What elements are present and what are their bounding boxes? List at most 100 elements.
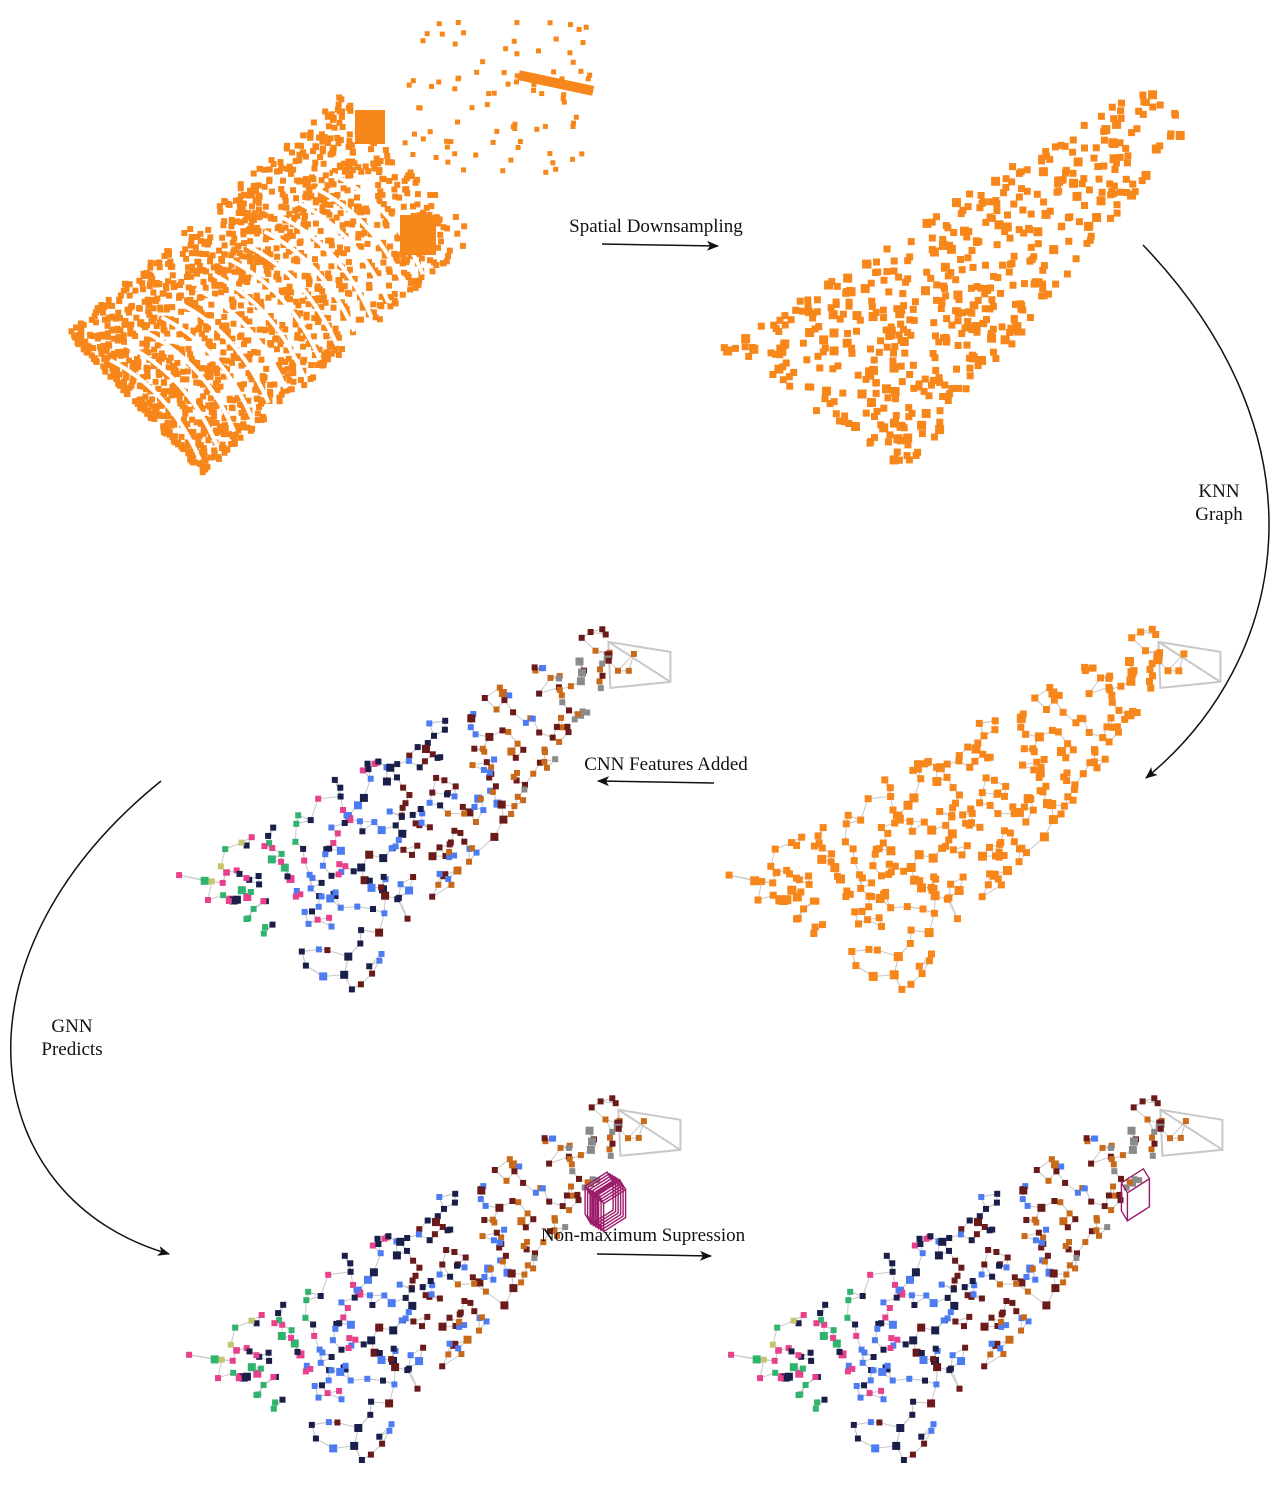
graph-node (920, 818, 928, 826)
graph-node (906, 817, 914, 825)
sampled-point (1002, 183, 1010, 191)
scan-object (400, 215, 436, 255)
graph-node (986, 753, 994, 761)
scan-point (215, 282, 222, 289)
graph-node (869, 862, 877, 870)
scan-point (410, 152, 416, 157)
scan-point (188, 452, 195, 458)
graph-node (331, 776, 338, 783)
graph-node (540, 665, 547, 671)
sampled-point (929, 376, 937, 384)
graph-edge (398, 897, 408, 919)
sampled-point (1061, 142, 1069, 150)
scan-point (338, 286, 345, 293)
graph-node (237, 886, 246, 895)
scan-point (189, 457, 196, 464)
scan-point (152, 378, 159, 385)
scan-point (107, 373, 114, 380)
scan-point (378, 293, 385, 300)
scan-point (176, 396, 183, 403)
graph-node (1010, 810, 1018, 818)
scan-point (170, 387, 177, 394)
knn-graph-panel (725, 625, 1222, 993)
graph-node (1060, 773, 1068, 781)
scan-point (234, 218, 241, 225)
graph-node (615, 667, 621, 674)
sampled-point (955, 384, 963, 392)
scan-point (229, 335, 236, 342)
graph-node (451, 852, 458, 859)
scan-point (203, 365, 210, 372)
graph-node (514, 793, 521, 800)
scan-point (514, 73, 520, 79)
graph-node (404, 915, 411, 922)
scan-point (312, 143, 319, 150)
scan-point (341, 303, 348, 310)
sampled-point (827, 304, 835, 312)
scan-point (189, 263, 196, 270)
scan-point (418, 274, 425, 281)
graph-node (501, 697, 508, 704)
scan-point (344, 274, 351, 281)
graph-node (1175, 667, 1183, 675)
graph-node (279, 1321, 286, 1328)
scan-point (301, 217, 308, 224)
scan-point (414, 201, 421, 208)
scan-point (221, 251, 228, 258)
scan-point (320, 294, 327, 301)
graph-node (811, 923, 819, 931)
graph-node (467, 714, 476, 723)
graph-node (630, 650, 637, 657)
scan-point (282, 287, 289, 293)
sampled-point (1151, 144, 1161, 154)
scan-point (219, 441, 226, 448)
scan-point (154, 295, 161, 302)
scan-point (138, 405, 145, 412)
graph-node (350, 868, 357, 875)
scan-point (303, 190, 310, 197)
scan-point (283, 274, 290, 281)
graph-node (1048, 726, 1056, 734)
scan-point (386, 177, 393, 184)
graph-node (250, 905, 257, 912)
scan-point (312, 256, 318, 263)
sampled-point (1092, 144, 1100, 152)
scan-point (169, 420, 176, 427)
scan-point (255, 199, 262, 206)
scan-point (151, 314, 158, 321)
graph-node (328, 923, 335, 930)
scan-point (298, 142, 304, 149)
sampled-point (883, 245, 891, 253)
sampled-point (987, 198, 995, 206)
graph-node (903, 800, 913, 810)
scan-point (247, 255, 254, 262)
graph-node (1027, 795, 1035, 803)
graph-node (997, 881, 1005, 889)
sampled-point (1046, 207, 1054, 215)
scan-point (268, 188, 275, 195)
scan-point (404, 190, 411, 197)
scan-point (500, 168, 506, 174)
graph-node (1035, 774, 1043, 781)
scan-point (229, 230, 236, 237)
scan-point (276, 364, 283, 371)
graph-node (314, 916, 321, 923)
scan-point (391, 174, 398, 181)
graph-node (481, 748, 488, 755)
sampled-point (895, 456, 903, 464)
graph-node (1030, 748, 1038, 756)
graph-node (542, 749, 548, 756)
sampled-point (1013, 328, 1021, 336)
scan-point (375, 193, 382, 199)
graph-node (354, 903, 361, 910)
scan-point (202, 284, 209, 291)
scan-point (345, 143, 352, 150)
scan-point (317, 228, 324, 234)
scan-point (392, 193, 399, 200)
scan-gap-arc (126, 343, 219, 447)
graph-node (984, 881, 992, 889)
scan-point (246, 250, 253, 257)
scan-point (265, 246, 271, 253)
graph-node (356, 818, 363, 825)
graph-node (938, 844, 946, 852)
